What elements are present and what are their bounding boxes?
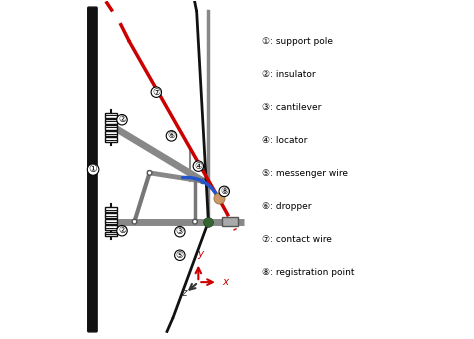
Bar <box>105 207 117 212</box>
Text: ⑦: contact wire: ⑦: contact wire <box>262 235 332 244</box>
Text: ⑥: dropper: ⑥: dropper <box>262 202 312 211</box>
Text: ③: cantilever: ③: cantilever <box>262 103 321 112</box>
Text: z: z <box>181 288 186 298</box>
Bar <box>105 213 117 218</box>
Bar <box>105 119 117 124</box>
Bar <box>105 232 117 236</box>
Text: ①: support pole: ①: support pole <box>262 37 333 46</box>
Text: ②: insulator: ②: insulator <box>262 70 316 79</box>
Text: ⑥: ⑥ <box>167 132 175 140</box>
FancyBboxPatch shape <box>88 7 97 332</box>
Circle shape <box>201 179 206 184</box>
Text: ⑤: ⑤ <box>176 251 184 260</box>
Bar <box>105 219 117 224</box>
Bar <box>105 125 117 129</box>
Bar <box>105 225 117 230</box>
Text: ⑦: ⑦ <box>152 88 160 97</box>
Circle shape <box>147 171 152 175</box>
Text: ④: locator: ④: locator <box>262 136 308 145</box>
Bar <box>105 131 117 136</box>
Text: x: x <box>222 277 228 287</box>
Text: ①: ① <box>89 164 98 175</box>
Text: ②: ② <box>118 115 126 124</box>
Text: ⑧: ⑧ <box>220 187 228 196</box>
Text: ③: ③ <box>176 227 184 236</box>
Bar <box>105 113 117 118</box>
Circle shape <box>132 219 137 224</box>
Bar <box>105 137 117 142</box>
Text: y: y <box>197 248 203 259</box>
Text: ⑧: registration point: ⑧: registration point <box>262 268 355 277</box>
Circle shape <box>192 219 197 224</box>
Bar <box>222 217 238 226</box>
Text: ⑤: messenger wire: ⑤: messenger wire <box>262 169 348 178</box>
Text: ④: ④ <box>194 162 202 171</box>
Text: ②: ② <box>118 226 126 235</box>
